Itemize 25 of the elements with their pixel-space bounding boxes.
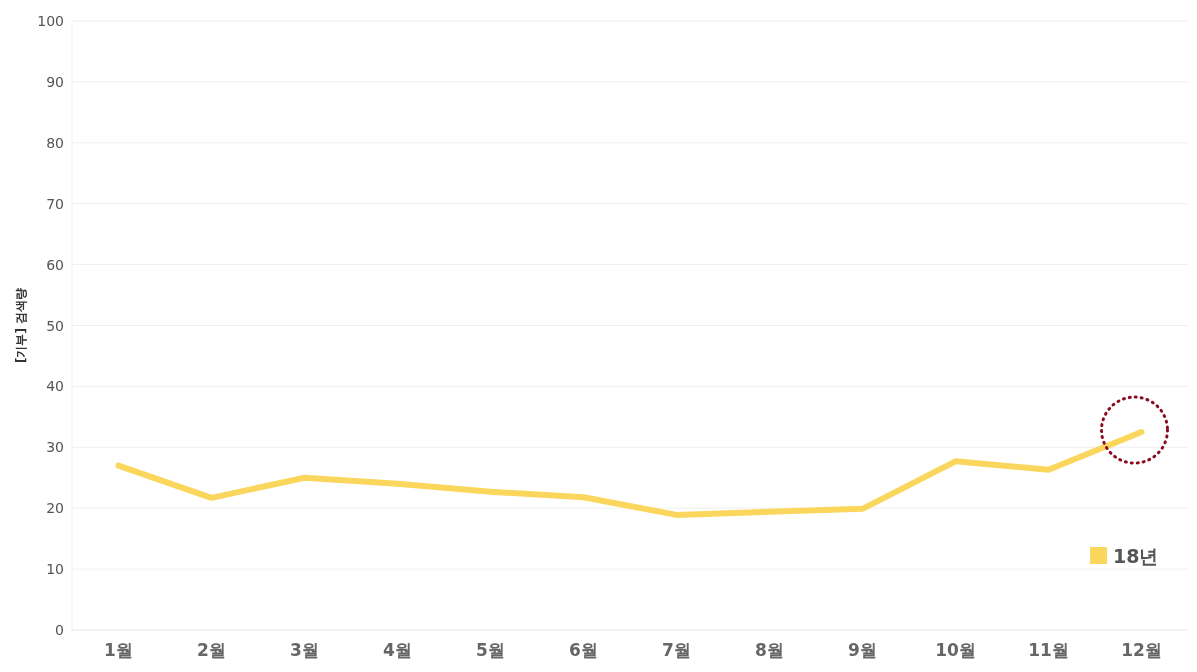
x-tick-label: 5월 <box>476 640 505 660</box>
y-tick-label: 50 <box>46 317 64 334</box>
legend-label: 18년 <box>1113 545 1159 567</box>
y-tick-label: 70 <box>46 195 64 212</box>
x-tick-label: 2월 <box>197 640 226 660</box>
y-tick-label: 20 <box>46 500 64 517</box>
x-tick-label: 11월 <box>1028 640 1069 660</box>
y-tick-label: 100 <box>37 13 64 29</box>
x-tick-label: 8월 <box>755 640 784 660</box>
x-tick-label: 7월 <box>662 640 691 660</box>
y-axis-title: [기부] 검색량 <box>14 287 28 364</box>
y-tick-label: 60 <box>46 256 64 273</box>
y-tick-label: 0 <box>55 622 64 638</box>
y-tick-label: 10 <box>46 561 64 578</box>
x-tick-label: 6월 <box>569 640 598 660</box>
y-tick-label: 30 <box>46 439 64 456</box>
x-tick-label: 12월 <box>1121 640 1162 660</box>
x-tick-label: 9월 <box>848 640 877 660</box>
y-tick-label: 90 <box>46 73 64 90</box>
x-tick-label: 1월 <box>104 640 133 660</box>
x-tick-label: 3월 <box>290 640 319 660</box>
x-tick-label: 10월 <box>935 640 976 660</box>
y-tick-label: 40 <box>46 378 64 395</box>
x-tick-label: 4월 <box>383 640 412 660</box>
y-tick-label: 80 <box>46 134 64 151</box>
